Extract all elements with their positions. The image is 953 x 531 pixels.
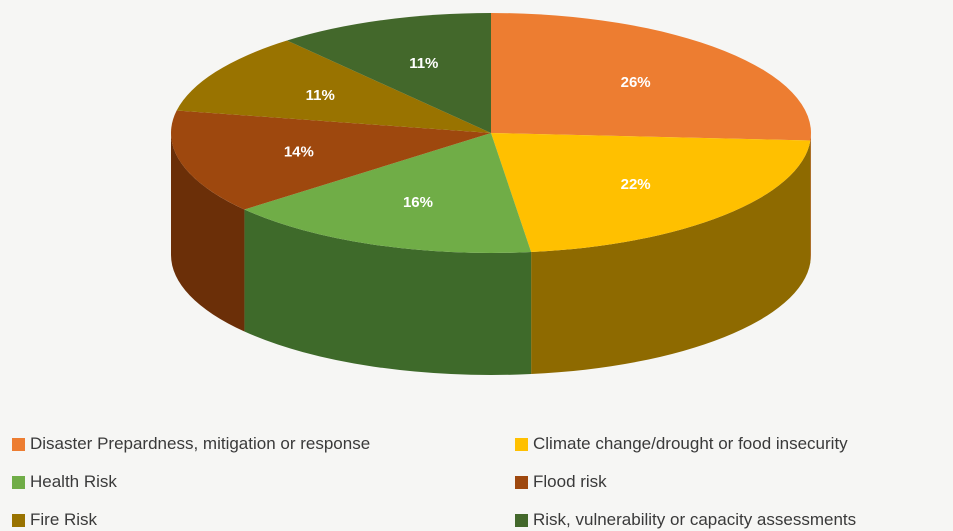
pie-side-1 <box>531 140 811 375</box>
legend-label: Disaster Prepardness, mitigation or resp… <box>30 434 371 453</box>
legend-item-risk-assessments: Risk, vulnerability or capacity assessme… <box>515 510 856 530</box>
legend-item-flood-risk: Flood risk <box>515 472 607 492</box>
pie-slice-1 <box>491 133 811 253</box>
pie-side-walls <box>171 133 811 375</box>
legend-swatch <box>12 437 25 451</box>
legend-label: Health Risk <box>30 472 117 491</box>
pie-side-3 <box>171 133 245 332</box>
data-label-0: 26% <box>621 74 651 91</box>
pie-side-0 <box>810 133 811 263</box>
data-label-4: 11% <box>306 87 335 104</box>
legend-label: Fire Risk <box>30 510 98 529</box>
pie-slice-0 <box>491 13 812 141</box>
legend-label: Risk, vulnerability or capacity assessme… <box>533 510 857 529</box>
legend-item-fire-risk: Fire Risk <box>12 510 97 530</box>
pie-slice-3 <box>171 110 491 210</box>
legend-swatch <box>515 513 528 527</box>
pie-slice-2 <box>244 133 532 253</box>
legend-label: Flood risk <box>533 472 607 491</box>
pie-side-2 <box>244 209 532 375</box>
legend-swatch <box>12 475 25 489</box>
pie-slice-5 <box>287 13 491 133</box>
data-label-3: 14% <box>284 144 314 161</box>
legend-swatch <box>12 513 25 527</box>
legend-label: Climate change/drought or food insecurit… <box>533 434 848 453</box>
data-label-1: 22% <box>621 176 651 193</box>
legend-item-health-risk: Health Risk <box>12 472 117 492</box>
legend-item-climate-change: Climate change/drought or food insecurit… <box>515 434 848 454</box>
pie-slice-4 <box>176 40 492 133</box>
data-label-2: 16% <box>403 194 433 211</box>
pie-data-labels: 26% 22% 16% 14% 11% 11% <box>284 55 651 211</box>
legend-swatch <box>515 437 528 451</box>
pie-top-faces <box>171 13 812 253</box>
data-label-5: 11% <box>409 55 438 72</box>
chart-legend: Disaster Prepardness, mitigation or resp… <box>0 430 953 531</box>
legend-swatch <box>515 475 528 489</box>
legend-item-disaster-preparedness: Disaster Prepardness, mitigation or resp… <box>12 434 370 454</box>
